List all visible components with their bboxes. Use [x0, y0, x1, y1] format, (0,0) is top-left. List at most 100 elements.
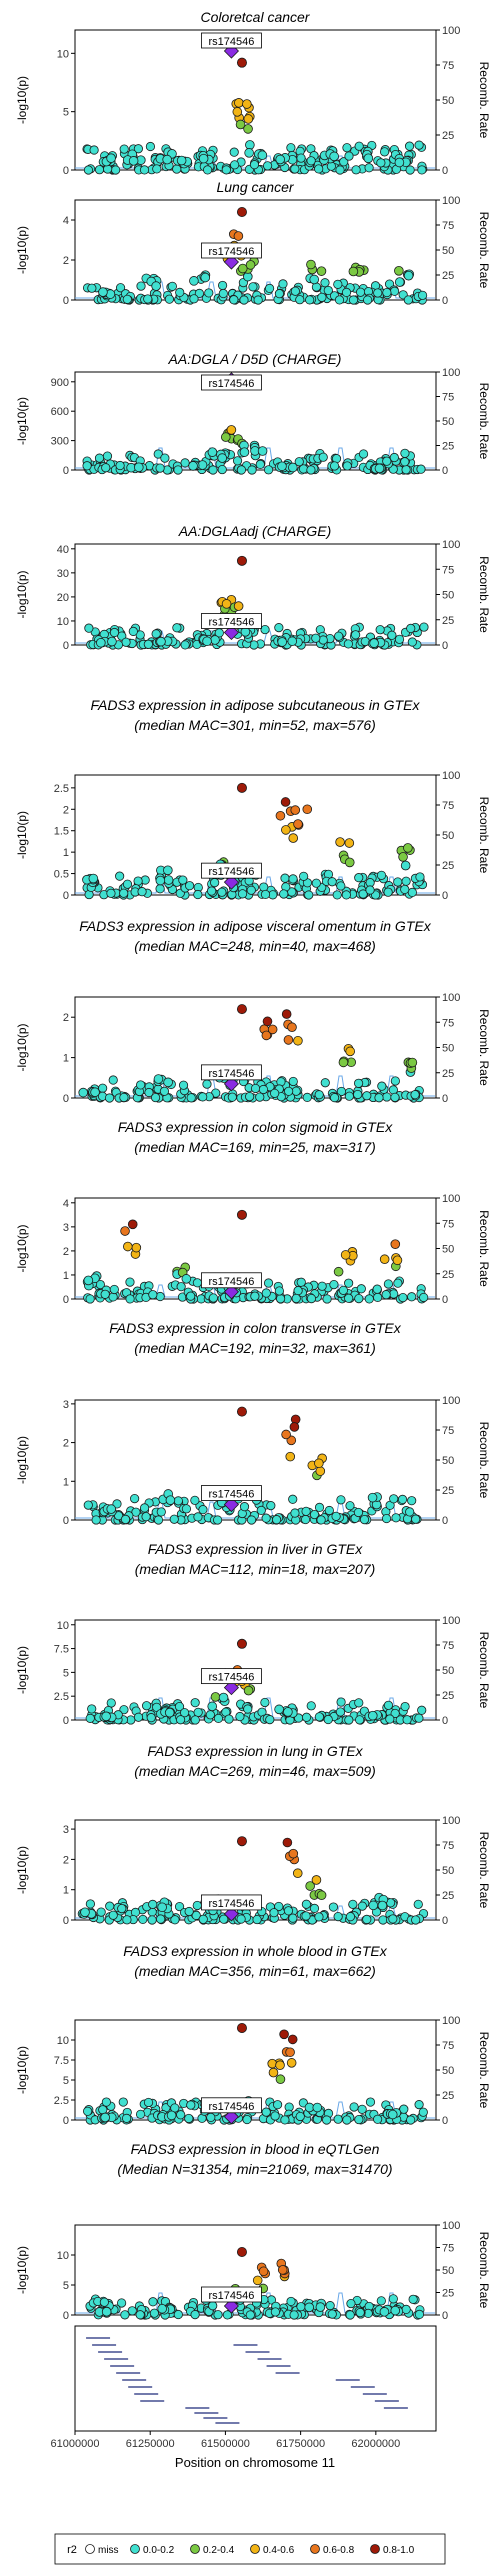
right-tick-label: 50	[442, 245, 454, 257]
lead-snp-label-box	[201, 613, 262, 629]
snp-point	[143, 294, 153, 304]
snp-point	[173, 465, 183, 475]
snp-point	[166, 2110, 177, 2121]
snp-point	[250, 1291, 260, 1301]
snp-point	[345, 1046, 355, 1057]
snp-point	[235, 119, 246, 130]
snp-point	[342, 461, 352, 471]
snp-point	[270, 1088, 280, 1098]
y-tick-label: 5	[63, 1667, 69, 1679]
snp-point	[175, 287, 185, 297]
snp-point	[149, 2308, 159, 2318]
snp-point	[148, 1290, 158, 1300]
snp-point	[417, 290, 428, 300]
lead-snp-label: rs174546	[208, 1276, 254, 1288]
panel-title: FADS3 expression in adipose visceral ome…	[79, 918, 431, 934]
panel-title: (median MAC=356, min=61, max=662)	[134, 1963, 376, 1979]
snp-point	[411, 1514, 421, 1524]
legend-swatch	[310, 2544, 320, 2554]
snp-point	[273, 2100, 283, 2110]
snp-point	[119, 1705, 129, 1715]
snp-point	[253, 295, 263, 305]
snp-point	[159, 1086, 170, 1096]
x-axis-title: Position on chromosome 11	[175, 2455, 335, 2470]
snp-point	[99, 2297, 109, 2307]
snp-point	[399, 2104, 409, 2114]
y-tick-label: 2.5	[54, 2095, 69, 2107]
snp-point	[106, 153, 116, 163]
snp-point	[106, 1698, 116, 1708]
snp-point	[290, 164, 300, 174]
snp-point	[122, 1915, 132, 1925]
x-tick-label: 62000000	[351, 2438, 400, 2450]
snp-point	[275, 2060, 285, 2070]
snp-point	[162, 154, 172, 165]
snp-point	[115, 871, 125, 881]
snp-point	[232, 456, 243, 466]
snp-point	[363, 295, 373, 305]
gene-track-frame	[74, 2325, 437, 2432]
snp-point	[115, 283, 126, 293]
snp-point	[274, 623, 284, 633]
y-tick-label: 40	[57, 544, 69, 556]
snp-point	[249, 160, 260, 170]
snp-point	[274, 1901, 284, 1912]
snp-point	[355, 287, 366, 297]
snp-point	[198, 1505, 208, 1515]
snp-point	[283, 1906, 294, 1916]
snp-point	[258, 1084, 269, 1095]
y-tick-label: 2	[63, 804, 69, 816]
snp-point	[387, 630, 397, 640]
snp-point	[260, 1697, 270, 1708]
snp-point	[262, 161, 273, 171]
snp-point	[398, 852, 408, 862]
snp-point	[239, 295, 249, 305]
right-tick-label: 25	[442, 1690, 454, 1702]
snp-point	[83, 165, 94, 175]
snp-point	[300, 1514, 311, 1525]
snp-point	[390, 1092, 400, 1102]
right-tick-label: 75	[442, 564, 454, 576]
snp-point	[281, 825, 291, 835]
snp-point	[335, 1707, 346, 1717]
snp-point	[173, 1496, 183, 1506]
y-axis-label: -log10(p)	[15, 1224, 29, 1272]
snp-point	[213, 1515, 223, 1525]
snp-point	[393, 1278, 403, 1288]
snp-point	[333, 2114, 343, 2124]
snp-point	[131, 1242, 142, 1253]
snp-point	[141, 1512, 151, 1522]
right-tick-label: 100	[442, 539, 460, 551]
snp-point	[226, 425, 237, 435]
snp-point	[392, 1255, 403, 1266]
snp-point	[379, 147, 390, 157]
snp-point	[317, 1281, 327, 1291]
lead-snp-label: rs174546	[208, 378, 254, 390]
lead-snp-label-box	[201, 1272, 262, 1289]
lead-snp-label: rs174546	[208, 1898, 254, 1910]
lead-snp-marker	[223, 2109, 239, 2125]
snp-point	[316, 1890, 327, 1901]
snp-point	[261, 1513, 271, 1523]
snp-point	[89, 145, 99, 155]
y-tick-label: 1	[63, 1476, 69, 1488]
y-tick-label: 0	[63, 640, 69, 652]
snp-point	[236, 465, 247, 475]
y-tick-label: 5	[63, 107, 69, 119]
snp-point	[363, 153, 374, 164]
snp-point	[131, 1507, 141, 1517]
snp-point	[374, 1093, 384, 1103]
right-tick-label: 100	[442, 1815, 460, 1827]
snp-point	[394, 157, 405, 168]
snp-point	[414, 2309, 425, 2320]
snp-point	[234, 98, 244, 108]
snp-point	[417, 165, 427, 175]
snp-point	[288, 1076, 298, 1087]
snp-point	[133, 144, 143, 154]
snp-point	[184, 1906, 194, 1917]
snp-point	[403, 843, 413, 853]
snp-point	[243, 1704, 253, 1714]
panel-title: (median MAC=248, min=40, max=468)	[134, 938, 376, 954]
snp-point	[414, 2100, 424, 2110]
snp-point	[198, 1092, 208, 1102]
